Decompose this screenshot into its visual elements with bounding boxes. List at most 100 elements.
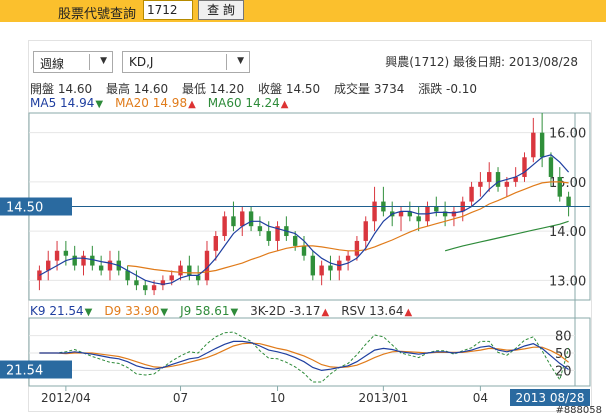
arrow-up-icon: ▲ — [280, 99, 289, 110]
ma-legend: MA5 14.94▼ MA20 14.98▲ MA60 14.24▲ — [30, 96, 300, 110]
search-bar: 股票代號查詢 1712 查 詢 — [0, 0, 606, 22]
period-select-value: 週線 — [40, 57, 65, 71]
candle-body — [143, 285, 148, 291]
price-tick-label: 16.00 — [549, 127, 586, 142]
candle-body — [487, 172, 492, 182]
indicator-select-value: KD,J — [129, 55, 154, 69]
k-line — [39, 340, 569, 372]
select-divider — [89, 54, 90, 70]
candle-body — [72, 255, 77, 266]
high-price: 最高 14.60 — [106, 82, 169, 96]
candle-body — [539, 132, 545, 158]
kd-legend-label: 3K-2D -3.17 — [250, 304, 321, 318]
candle-body — [301, 245, 307, 256]
candle-body — [469, 186, 474, 202]
current-price-tag: 14.50 — [6, 201, 43, 216]
candle-body — [257, 226, 263, 232]
period-select[interactable]: 週線 ▼ — [33, 51, 113, 73]
candle-body — [187, 265, 192, 276]
candle-body — [363, 221, 368, 241]
price-tick-label: 14.00 — [549, 225, 586, 240]
candle-body — [557, 176, 562, 197]
candle-body — [240, 211, 245, 227]
candle-body — [63, 250, 69, 256]
indicator-select[interactable]: KD,J ▼ — [122, 51, 250, 73]
arrow-down-icon: ▼ — [230, 307, 239, 318]
candle-body — [319, 265, 324, 276]
ma-legend-label: MA20 14.98 — [115, 96, 188, 110]
ma-legend-label: MA60 14.24 — [207, 96, 280, 110]
watermark: #888058 — [555, 405, 602, 416]
candle-body — [522, 157, 527, 177]
kd-legend-label: J9 58.61 — [180, 304, 230, 318]
stock-title: 興農(1712) 最後日期: 2013/08/28 — [385, 55, 578, 69]
candle-body — [134, 280, 139, 286]
j-line — [39, 331, 570, 383]
candle-body — [213, 236, 219, 251]
candle-body — [416, 216, 421, 222]
current-price-tag-bg — [0, 197, 72, 216]
price-tick-label: 15.00 — [549, 176, 586, 191]
candle-body — [266, 231, 271, 241]
kd-legend-item: D9 33.90▼ — [104, 304, 168, 318]
kd-legend-item: J9 58.61▼ — [180, 304, 238, 318]
kd-legend-item: K9 21.54▼ — [30, 304, 92, 318]
kd-tick-label: 50 — [555, 347, 572, 362]
stock-code-input[interactable]: 1712 — [143, 0, 193, 20]
candle-body — [54, 250, 60, 261]
candle-body — [125, 270, 130, 281]
candle-body — [90, 255, 95, 266]
kd-legend-item: 3K-2D -3.17▲ — [250, 304, 329, 318]
query-button[interactable]: 查 詢 — [198, 0, 244, 20]
candle-body — [407, 211, 413, 217]
search-label: 股票代號查詢 — [58, 7, 137, 22]
date-tag-bg — [510, 389, 590, 406]
time-tick-label: 10 — [270, 391, 285, 405]
time-tick-label: 2013/01 — [358, 391, 408, 405]
candle-body — [310, 255, 316, 276]
arrow-down-icon: ▼ — [160, 307, 169, 318]
candle-body — [292, 236, 298, 246]
candle-body — [566, 196, 571, 207]
ma60-line — [444, 220, 569, 252]
candle-body — [504, 181, 510, 187]
kd-legend-item: RSV 13.64▲ — [341, 304, 412, 318]
candle-body — [169, 275, 174, 281]
time-tick-label: 2012/04 — [41, 391, 91, 405]
candle-body — [548, 157, 554, 177]
candle-body — [248, 211, 254, 227]
low-price: 最低 14.20 — [182, 82, 245, 96]
candle-body — [434, 206, 439, 212]
candle-body — [231, 216, 236, 227]
chevron-down-icon: ▼ — [237, 56, 244, 66]
candle-body — [531, 132, 536, 158]
candle-body — [46, 260, 51, 271]
candle-body — [222, 216, 227, 237]
candle-body — [178, 265, 183, 276]
candle-body — [204, 250, 210, 281]
kd-legend-label: K9 21.54 — [30, 304, 84, 318]
volume: 成交量 3734 — [334, 82, 405, 96]
price-change: 漲跌 -0.10 — [418, 82, 478, 96]
candle-body — [478, 181, 483, 187]
kd-tick-label: 80 — [555, 330, 572, 345]
candle-body — [195, 275, 201, 281]
candle-body — [495, 172, 501, 187]
candle-body — [372, 201, 377, 222]
chevron-down-icon: ▼ — [100, 56, 107, 66]
kd-plot-frame — [28, 317, 591, 387]
ma5-line — [39, 154, 570, 285]
candle-body — [442, 211, 448, 217]
candle-body — [107, 260, 113, 271]
arrow-down-icon: ▼ — [84, 307, 93, 318]
quote-row: 開盤 14.60 最高 14.60 最低 14.20 收盤 14.50 成交量 … — [30, 80, 487, 97]
kd-tag: 21.54 — [6, 364, 43, 379]
arrow-up-icon: ▲ — [321, 307, 330, 318]
open-price: 開盤 14.60 — [30, 82, 93, 96]
time-tick-label: 04 — [473, 391, 488, 405]
price-tick-label: 13.00 — [549, 274, 586, 289]
d-line — [39, 342, 569, 369]
ma-legend-item: MA20 14.98▲ — [115, 96, 196, 110]
ma-legend-label: MA5 14.94 — [30, 96, 95, 110]
